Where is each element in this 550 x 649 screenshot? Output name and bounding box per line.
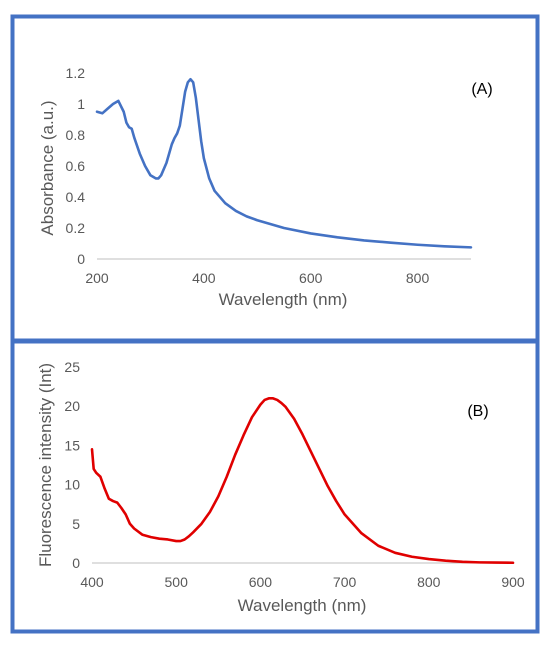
panel-b-y-tick-label: 5: [72, 516, 80, 532]
panel-a-y-tick-label: 0.2: [66, 220, 86, 236]
panel-b-x-tick-label: 500: [165, 574, 189, 590]
panel-b-y-tick-label: 20: [64, 398, 80, 414]
panel-a-y-tick-label: 0.4: [66, 189, 86, 205]
panel-a-y-tick-label: 1: [77, 96, 85, 112]
panel-b-y-axis-title: Fluorescence intensity (Int): [36, 363, 55, 567]
panel-b-x-axis-title: Wavelength (nm): [238, 596, 367, 615]
panel-a-x-axis-title: Wavelength (nm): [219, 290, 348, 309]
panel-b-x-tick-label: 900: [501, 574, 525, 590]
panel-a-x-tick-label: 800: [406, 270, 430, 286]
panel-b-frame: [10, 339, 540, 634]
panel-a-y-tick-label: 0.6: [66, 158, 86, 174]
panel-b-y-tick-label: 10: [64, 477, 80, 493]
panel-b-y-tick-label: 15: [64, 437, 80, 453]
panel-a-y-axis-title: Absorbance (a.u.): [38, 100, 57, 235]
panel-b-label: (B): [467, 403, 488, 420]
panel-b-y-tick-label: 25: [64, 359, 80, 375]
panel-b-x-tick-label: 400: [80, 574, 104, 590]
panel-b-x-tick-label: 600: [249, 574, 273, 590]
panel-b-x-tick-label: 700: [333, 574, 357, 590]
panel-a-x-tick-label: 600: [299, 270, 323, 286]
panel-a-y-tick-label: 1.2: [66, 65, 86, 81]
panel-a-y-tick-label: 0: [77, 251, 85, 267]
panel-a-y-tick-label: 0.8: [66, 127, 86, 143]
panel-b-x-tick-label: 800: [417, 574, 441, 590]
panel-a-label: (A): [471, 81, 492, 98]
panel-b-y-tick-label: 0: [72, 555, 80, 571]
panel-b-chart: (B) Wavelength (nm) Fluorescence intensi…: [36, 359, 525, 615]
panel-a-x-tick-label: 400: [192, 270, 216, 286]
panel-a-chart: (A) Wavelength (nm) Absorbance (a.u.) 0 0…: [38, 65, 493, 309]
panel-b-series-line: [90, 397, 515, 565]
panel-a-x-tick-label: 200: [85, 270, 109, 286]
panel-a-series-line: [95, 77, 473, 249]
